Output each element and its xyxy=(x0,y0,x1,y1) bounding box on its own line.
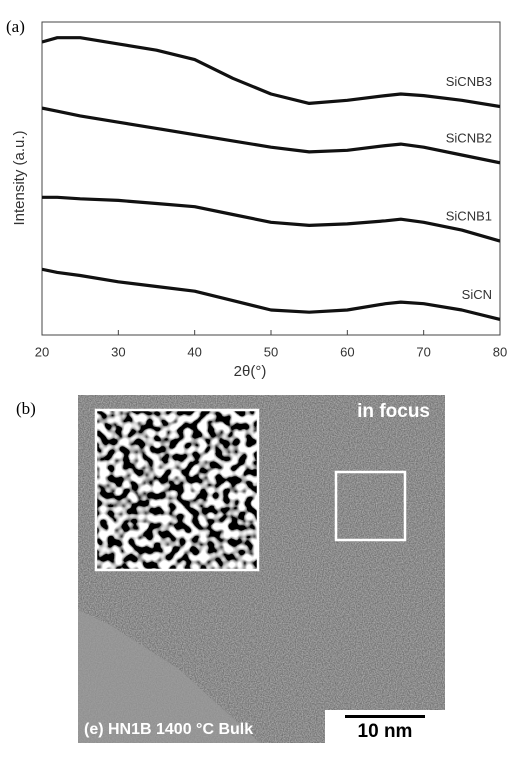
x-tick-label: 20 xyxy=(35,344,49,359)
scale-bar-label: 10 nm xyxy=(358,721,413,742)
micrograph: in focus (e) HN1B 1400 °C Bulk 10 nm xyxy=(78,395,445,743)
series-label: SiCN xyxy=(462,287,492,302)
x-tick-label: 70 xyxy=(416,344,430,359)
x-tick-label: 30 xyxy=(111,344,125,359)
series-line xyxy=(42,195,500,243)
scale-bar xyxy=(345,715,425,718)
chart: 2θ(°) Intensity (a.u.) 20 30 40 50 60 70 80 SiC… xyxy=(11,21,507,380)
annotation: in focus xyxy=(357,401,430,422)
region-box xyxy=(334,470,407,542)
caption: (e) HN1B 1400 °C Bulk xyxy=(84,721,253,738)
x-tick-label: 40 xyxy=(187,344,201,359)
x-tick-label: 80 xyxy=(493,344,507,359)
inset-frame xyxy=(94,408,260,572)
series-label: SiCNB3 xyxy=(446,74,492,89)
series-label: SiCNB1 xyxy=(446,209,492,224)
panel-label: (a) xyxy=(6,17,25,36)
series-line xyxy=(42,267,500,321)
y-axis-label: Intensity (a.u.) xyxy=(11,130,28,225)
bulk-region xyxy=(78,610,260,743)
inset-texture xyxy=(96,410,258,570)
x-tick-label: 60 xyxy=(340,344,354,359)
plot-frame xyxy=(41,21,501,336)
series-line xyxy=(42,36,500,109)
series-line xyxy=(42,106,500,165)
x-axis-label: 2θ(°) xyxy=(234,363,267,380)
panel-label: (b) xyxy=(16,399,36,418)
x-tick-label: 50 xyxy=(264,344,278,359)
series-label: SiCNB2 xyxy=(446,130,492,145)
